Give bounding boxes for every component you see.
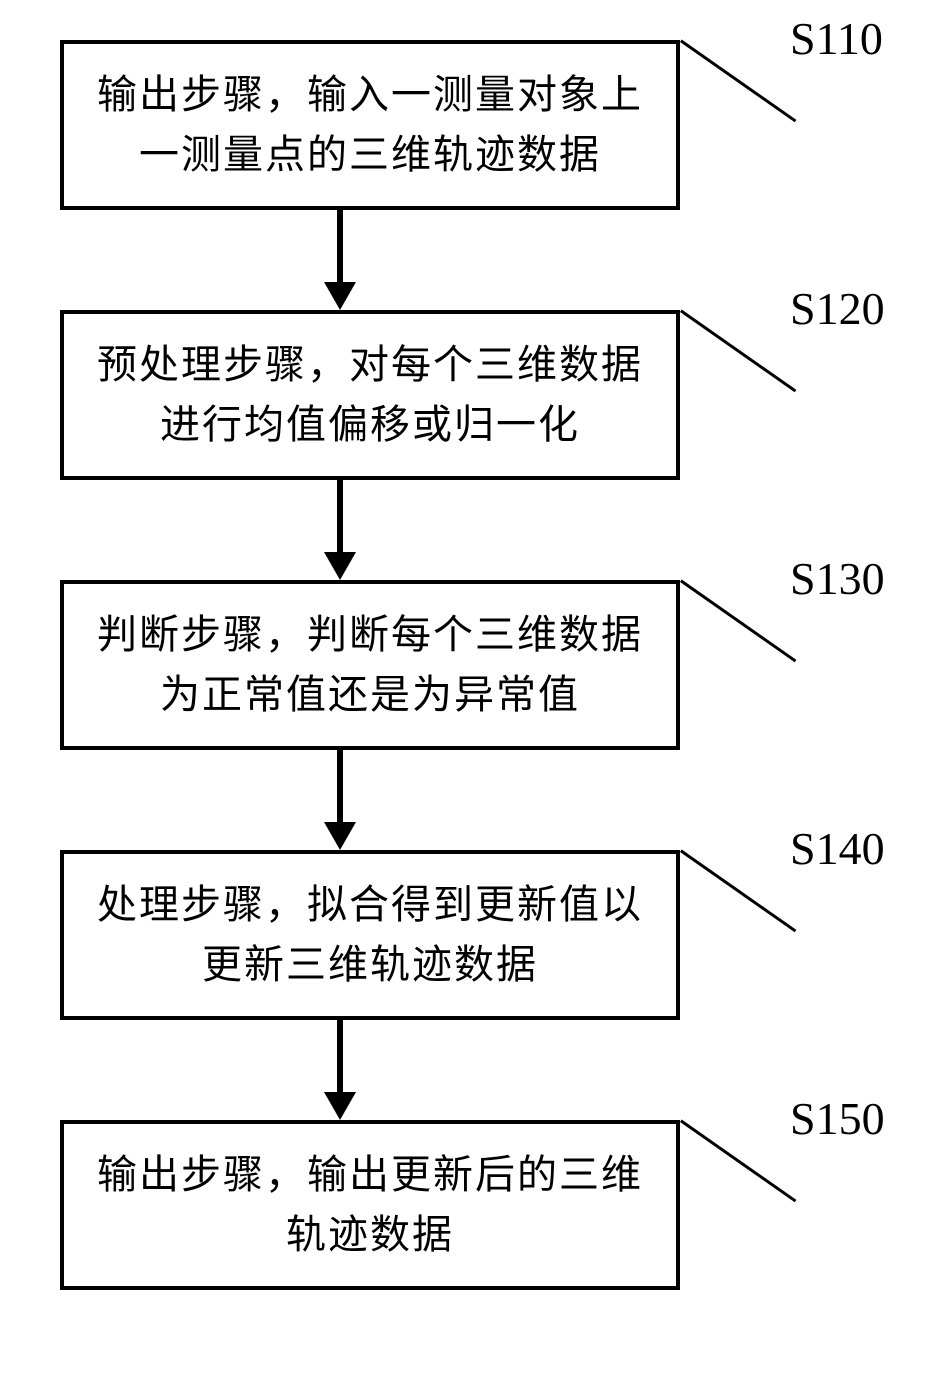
flow-label-s150: S150 <box>790 1092 885 1145</box>
flow-node-text: 输出步骤，输入一测量对象上一测量点的三维轨迹数据 <box>94 65 646 185</box>
flow-node-text: 处理步骤，拟合得到更新值以更新三维轨迹数据 <box>94 875 646 995</box>
leader-line <box>680 40 796 123</box>
leader-line <box>680 1120 796 1203</box>
flow-node-s110: 输出步骤，输入一测量对象上一测量点的三维轨迹数据 <box>60 40 680 210</box>
flow-node-s140: 处理步骤，拟合得到更新值以更新三维轨迹数据 <box>60 850 680 1020</box>
leader-line <box>680 310 796 393</box>
leader-line <box>680 580 796 663</box>
flow-node-text: 判断步骤，判断每个三维数据为正常值还是为异常值 <box>94 605 646 725</box>
flow-node-s150: 输出步骤，输出更新后的三维轨迹数据 <box>60 1120 680 1290</box>
flow-node-s130: 判断步骤，判断每个三维数据为正常值还是为异常值 <box>60 580 680 750</box>
flow-label-s140: S140 <box>790 822 885 875</box>
flow-label-s130: S130 <box>790 552 885 605</box>
flow-node-text: 输出步骤，输出更新后的三维轨迹数据 <box>94 1145 646 1265</box>
leader-line <box>680 850 796 933</box>
flow-label-s120: S120 <box>790 282 885 335</box>
flow-node-text: 预处理步骤，对每个三维数据进行均值偏移或归一化 <box>94 335 646 455</box>
flow-label-s110: S110 <box>790 12 883 65</box>
flowchart-canvas: 输出步骤，输入一测量对象上一测量点的三维轨迹数据 S110 预处理步骤，对每个三… <box>0 0 941 1378</box>
flow-node-s120: 预处理步骤，对每个三维数据进行均值偏移或归一化 <box>60 310 680 480</box>
